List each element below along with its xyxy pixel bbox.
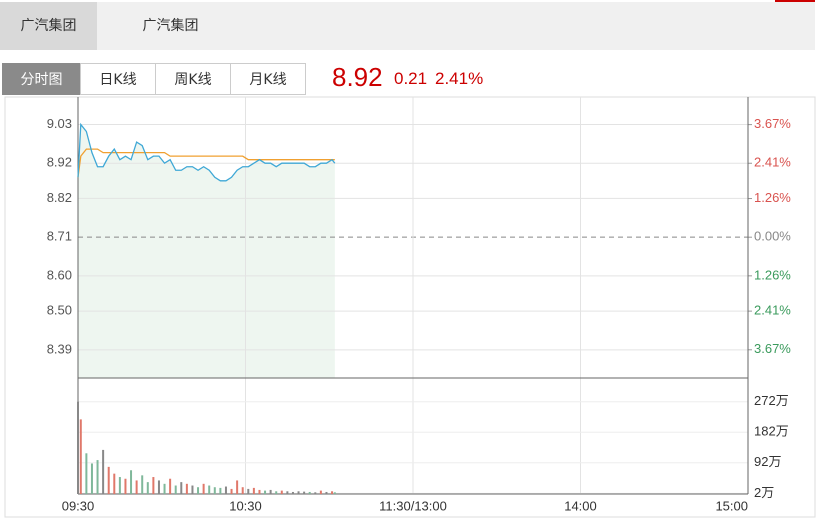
tab[interactable]: 广汽集团 — [0, 2, 97, 50]
chart-tab[interactable]: 月K线 — [230, 63, 306, 95]
volume-bar — [264, 490, 267, 494]
volume-tick-label: 272万 — [754, 393, 789, 408]
volume-bar — [102, 449, 105, 494]
volume-bar — [107, 466, 110, 494]
tab[interactable]: 广汽集团 — [142, 18, 199, 34]
volume-bar — [208, 485, 211, 494]
x-tick-label: 10:30 — [229, 498, 262, 513]
volume-bar — [202, 483, 205, 494]
chart-tab[interactable]: 日K线 — [80, 63, 156, 95]
volume-bar — [180, 482, 183, 494]
volume-bar — [113, 473, 116, 494]
volume-bar — [77, 401, 79, 494]
y-tick-label: 8.39 — [47, 341, 72, 356]
volume-bar — [333, 492, 336, 494]
x-tick-label: 14:00 — [564, 498, 597, 513]
volume-bar — [236, 480, 239, 494]
price-line — [77, 122, 336, 182]
y-tick-label: 8.60 — [47, 267, 72, 282]
volume-tick-label: 92万 — [754, 454, 781, 469]
accent — [775, 0, 815, 2]
volume-bar — [130, 470, 133, 494]
volume-bar — [90, 463, 93, 494]
volume-bar — [141, 475, 144, 494]
volume-bar — [319, 490, 322, 494]
volume-bar — [118, 477, 121, 494]
y2-tick-label: 2.41% — [754, 303, 791, 318]
volume-bar — [152, 477, 155, 494]
y-tick-label: 8.71 — [47, 229, 72, 244]
y2-tick-label: 3.67% — [754, 116, 791, 131]
volume-bar — [169, 478, 172, 494]
volume-tick-label: 2万 — [754, 485, 774, 500]
chart-tab[interactable]: 分时图 — [2, 63, 81, 95]
volume-bar — [297, 491, 300, 494]
x-tick-label: 11:30/13:00 — [379, 498, 447, 513]
volume-bar — [197, 487, 200, 494]
y-tick-label: 8.50 — [47, 303, 72, 318]
volume-bar — [146, 482, 149, 494]
volume-bar — [308, 491, 311, 494]
y-tick-label: 8.82 — [47, 190, 72, 205]
y2-tick-label: 0.00% — [754, 229, 791, 244]
volume-bar — [185, 483, 188, 494]
y2-tick-label: 1.26% — [754, 267, 791, 282]
volume-bar — [224, 486, 227, 494]
volume-bar — [314, 492, 317, 494]
volume-bar — [135, 480, 138, 494]
chart-tab[interactable]: 周K线 — [155, 63, 231, 95]
volume-bar — [325, 491, 328, 494]
volume-bar — [219, 487, 222, 494]
y2-tick-label: 2.41% — [754, 155, 791, 170]
change: 0.21 — [394, 69, 428, 88]
change-pct: 2.41% — [435, 69, 484, 88]
volume-bar — [269, 489, 272, 494]
volume-bar — [230, 488, 233, 494]
y-tick-label: 8.92 — [47, 155, 72, 170]
x-tick-label: 15:00 — [715, 498, 748, 513]
price: 8.92 — [332, 62, 383, 92]
volume-tick-label: 182万 — [754, 424, 789, 439]
volume-bar — [163, 483, 166, 494]
volume-bar — [291, 491, 294, 494]
y2-tick-label: 1.26% — [754, 190, 791, 205]
header-bar: 广汽集团 广汽集团 — [0, 0, 815, 50]
volume-bar — [331, 491, 334, 494]
volume-bar — [157, 480, 160, 494]
volume-bar — [303, 491, 306, 494]
avg-line — [77, 148, 335, 178]
volume-bar — [96, 460, 99, 494]
y-tick-label: 9.03 — [47, 116, 72, 131]
volume-bar — [252, 487, 255, 494]
volume-bar — [174, 485, 177, 494]
volume-bar — [286, 491, 289, 494]
volume-bar — [258, 489, 261, 494]
volume-bar — [241, 487, 244, 494]
volume-bar — [247, 488, 250, 494]
volume-bar — [124, 478, 127, 494]
y2-tick-label: 3.67% — [754, 341, 791, 356]
volume-bar — [275, 491, 278, 494]
panel-frame — [4, 96, 816, 518]
volume-bar — [191, 485, 194, 494]
volume-bar — [85, 453, 88, 494]
x-tick-label: 09:30 — [62, 498, 95, 513]
price-area — [78, 124, 335, 379]
volume-bar — [79, 419, 82, 494]
volume-bar — [280, 490, 283, 494]
volume-bar — [213, 487, 216, 494]
